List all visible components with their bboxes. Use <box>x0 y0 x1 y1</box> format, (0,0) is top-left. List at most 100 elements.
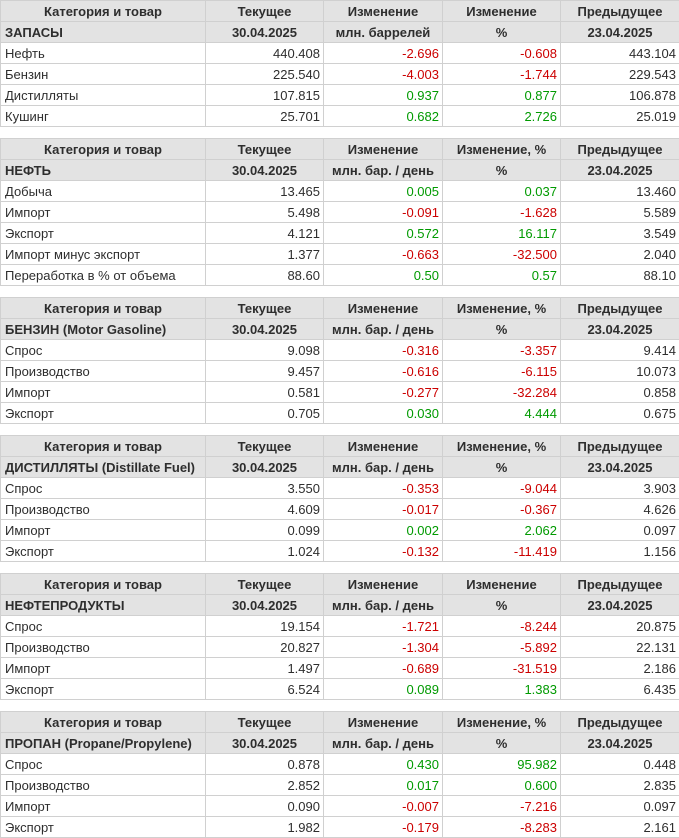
col-header-previous: Предыдущее <box>560 297 679 319</box>
table-body: Спрос 0.878 0.430 95.982 0.448 Производс… <box>0 753 679 838</box>
table-row: Нефть 440.408 -2.696 -0.608 443.104 <box>0 42 679 64</box>
current-value: 0.878 <box>205 753 324 775</box>
current-date-label: 30.04.2025 <box>205 594 324 616</box>
table-row: Дистилляты 107.815 0.937 0.877 106.878 <box>0 84 679 106</box>
table-row: Переработка в % от объема 88.60 0.50 0.5… <box>0 264 679 286</box>
percent-label: % <box>442 21 561 43</box>
col-header-current: Текущее <box>205 138 324 160</box>
table-row: Импорт минус экспорт 1.377 -0.663 -32.50… <box>0 243 679 265</box>
previous-value: 88.10 <box>560 264 679 286</box>
table-row: Производство 9.457 -0.616 -6.115 10.073 <box>0 360 679 382</box>
column-header-row: Категория и товар Текущее Изменение Изме… <box>0 138 679 160</box>
section-title: БЕНЗИН (Motor Gasoline) <box>0 318 206 340</box>
change-pct-value: -6.115 <box>442 360 561 382</box>
row-label: Производство <box>0 774 206 796</box>
change-value: -0.616 <box>323 360 443 382</box>
row-label: Спрос <box>0 477 206 499</box>
col-header-current: Текущее <box>205 297 324 319</box>
unit-label: млн. бар. / день <box>323 732 443 754</box>
previous-date-label: 23.04.2025 <box>560 318 679 340</box>
unit-label: млн. баррелей <box>323 21 443 43</box>
col-header-category: Категория и товар <box>0 0 206 22</box>
change-value: -1.304 <box>323 636 443 658</box>
change-value: -1.721 <box>323 615 443 637</box>
row-label: Импорт минус экспорт <box>0 243 206 265</box>
data-table: Категория и товар Текущее Изменение Изме… <box>0 435 679 562</box>
previous-value: 3.549 <box>560 222 679 244</box>
previous-value: 0.097 <box>560 795 679 817</box>
previous-value: 0.097 <box>560 519 679 541</box>
change-pct-value: -8.283 <box>442 816 561 838</box>
row-label: Импорт <box>0 519 206 541</box>
change-value: -0.017 <box>323 498 443 520</box>
section-header-row: ЗАПАСЫ 30.04.2025 млн. баррелей % 23.04.… <box>0 21 679 43</box>
col-header-change-pct: Изменение <box>442 0 561 22</box>
previous-value: 1.156 <box>560 540 679 562</box>
previous-value: 10.073 <box>560 360 679 382</box>
change-pct-value: 0.037 <box>442 180 561 202</box>
col-header-category: Категория и товар <box>0 435 206 457</box>
table-row: Спрос 19.154 -1.721 -8.244 20.875 <box>0 615 679 637</box>
table-body: Спрос 3.550 -0.353 -9.044 3.903 Производ… <box>0 477 679 562</box>
change-pct-value: -1.628 <box>442 201 561 223</box>
previous-date-label: 23.04.2025 <box>560 732 679 754</box>
change-value: -0.132 <box>323 540 443 562</box>
col-header-change-pct: Изменение, % <box>442 711 561 733</box>
change-pct-value: -7.216 <box>442 795 561 817</box>
col-header-change-pct: Изменение, % <box>442 435 561 457</box>
current-value: 5.498 <box>205 201 324 223</box>
change-pct-value: -5.892 <box>442 636 561 658</box>
table-row: Спрос 9.098 -0.316 -3.357 9.414 <box>0 339 679 361</box>
col-header-category: Категория и товар <box>0 138 206 160</box>
change-value: -0.316 <box>323 339 443 361</box>
table-body: Добыча 13.465 0.005 0.037 13.460 Импорт … <box>0 180 679 286</box>
change-pct-value: -9.044 <box>442 477 561 499</box>
row-label: Импорт <box>0 795 206 817</box>
previous-value: 4.626 <box>560 498 679 520</box>
data-table: Категория и товар Текущее Изменение Изме… <box>0 138 679 286</box>
current-value: 88.60 <box>205 264 324 286</box>
change-value: 0.937 <box>323 84 443 106</box>
col-header-change-pct: Изменение <box>442 573 561 595</box>
data-table: Категория и товар Текущее Изменение Изме… <box>0 711 679 838</box>
current-value: 4.121 <box>205 222 324 244</box>
col-header-category: Категория и товар <box>0 711 206 733</box>
current-value: 0.581 <box>205 381 324 403</box>
section-title: ДИСТИЛЛЯТЫ (Distillate Fuel) <box>0 456 206 478</box>
unit-label: млн. бар. / день <box>323 456 443 478</box>
col-header-category: Категория и товар <box>0 573 206 595</box>
previous-value: 2.186 <box>560 657 679 679</box>
previous-value: 20.875 <box>560 615 679 637</box>
col-header-change-pct: Изменение, % <box>442 138 561 160</box>
data-table: Категория и товар Текущее Изменение Изме… <box>0 297 679 424</box>
change-pct-value: 2.062 <box>442 519 561 541</box>
change-value: -0.277 <box>323 381 443 403</box>
table-row: Производство 2.852 0.017 0.600 2.835 <box>0 774 679 796</box>
col-header-change: Изменение <box>323 0 443 22</box>
current-value: 440.408 <box>205 42 324 64</box>
table-row: Импорт 1.497 -0.689 -31.519 2.186 <box>0 657 679 679</box>
column-header-row: Категория и товар Текущее Изменение Изме… <box>0 297 679 319</box>
current-value: 20.827 <box>205 636 324 658</box>
section-title: ПРОПАН (Propane/Propylene) <box>0 732 206 754</box>
current-date-label: 30.04.2025 <box>205 159 324 181</box>
percent-label: % <box>442 159 561 181</box>
change-pct-value: -8.244 <box>442 615 561 637</box>
current-value: 1.377 <box>205 243 324 265</box>
col-header-current: Текущее <box>205 711 324 733</box>
change-pct-value: -11.419 <box>442 540 561 562</box>
previous-value: 22.131 <box>560 636 679 658</box>
table-row: Спрос 3.550 -0.353 -9.044 3.903 <box>0 477 679 499</box>
previous-value: 229.543 <box>560 63 679 85</box>
change-pct-value: 95.982 <box>442 753 561 775</box>
change-value: -0.663 <box>323 243 443 265</box>
previous-value: 5.589 <box>560 201 679 223</box>
column-header-row: Категория и товар Текущее Изменение Изме… <box>0 0 679 22</box>
change-value: -0.353 <box>323 477 443 499</box>
current-value: 9.098 <box>205 339 324 361</box>
col-header-previous: Предыдущее <box>560 435 679 457</box>
col-header-change-pct: Изменение, % <box>442 297 561 319</box>
percent-label: % <box>442 318 561 340</box>
table-row: Импорт 0.581 -0.277 -32.284 0.858 <box>0 381 679 403</box>
previous-value: 443.104 <box>560 42 679 64</box>
